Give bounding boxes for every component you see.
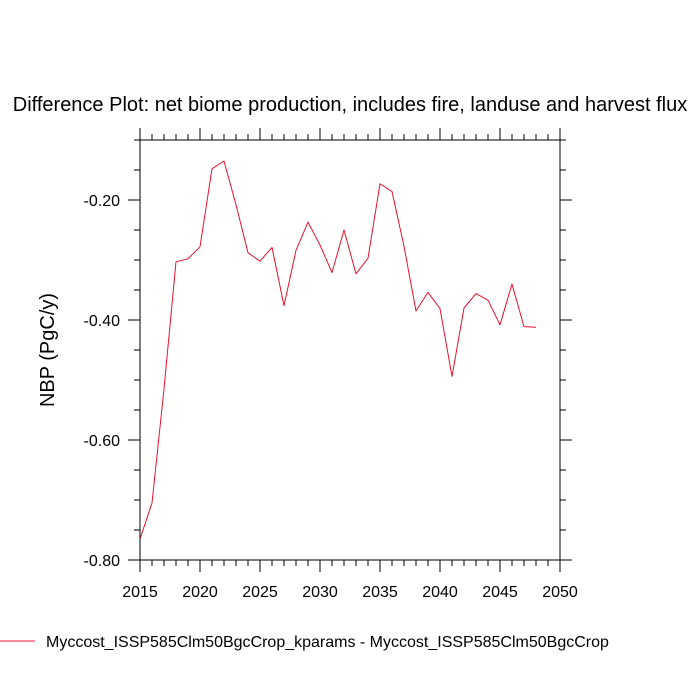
x-tick-label: 2050: [542, 584, 578, 601]
x-tick-label: 2020: [182, 584, 218, 601]
y-tick-label: -0.20: [84, 193, 121, 210]
series-line: [139, 160, 537, 540]
y-tick-label: -0.40: [84, 313, 121, 330]
x-tick-label: 2045: [482, 584, 518, 601]
axis-ticks: [128, 128, 572, 572]
axis-tick-labels: 2015 2020 2025 2030 2035 2040 2045 2050 -0.80 -0.…: [84, 193, 578, 601]
legend-label: Myccost_ISSP585Clm50BgcCrop_kparams - My…: [46, 634, 609, 651]
chart-title: Difference Plot: net biome production, i…: [13, 94, 687, 116]
series-layer: [139, 160, 537, 540]
x-tick-label: 2015: [122, 584, 158, 601]
y-axis-label: NBP (PgC/y): [37, 293, 59, 407]
y-tick-label: -0.80: [84, 553, 121, 570]
x-tick-label: 2035: [362, 584, 398, 601]
legend: Myccost_ISSP585Clm50BgcCrop_kparams - My…: [0, 634, 609, 651]
y-tick-label: -0.60: [84, 433, 121, 450]
plot-frame: [139, 139, 561, 561]
x-tick-label: 2040: [422, 584, 458, 601]
x-tick-label: 2030: [302, 584, 338, 601]
x-tick-label: 2025: [242, 584, 278, 601]
